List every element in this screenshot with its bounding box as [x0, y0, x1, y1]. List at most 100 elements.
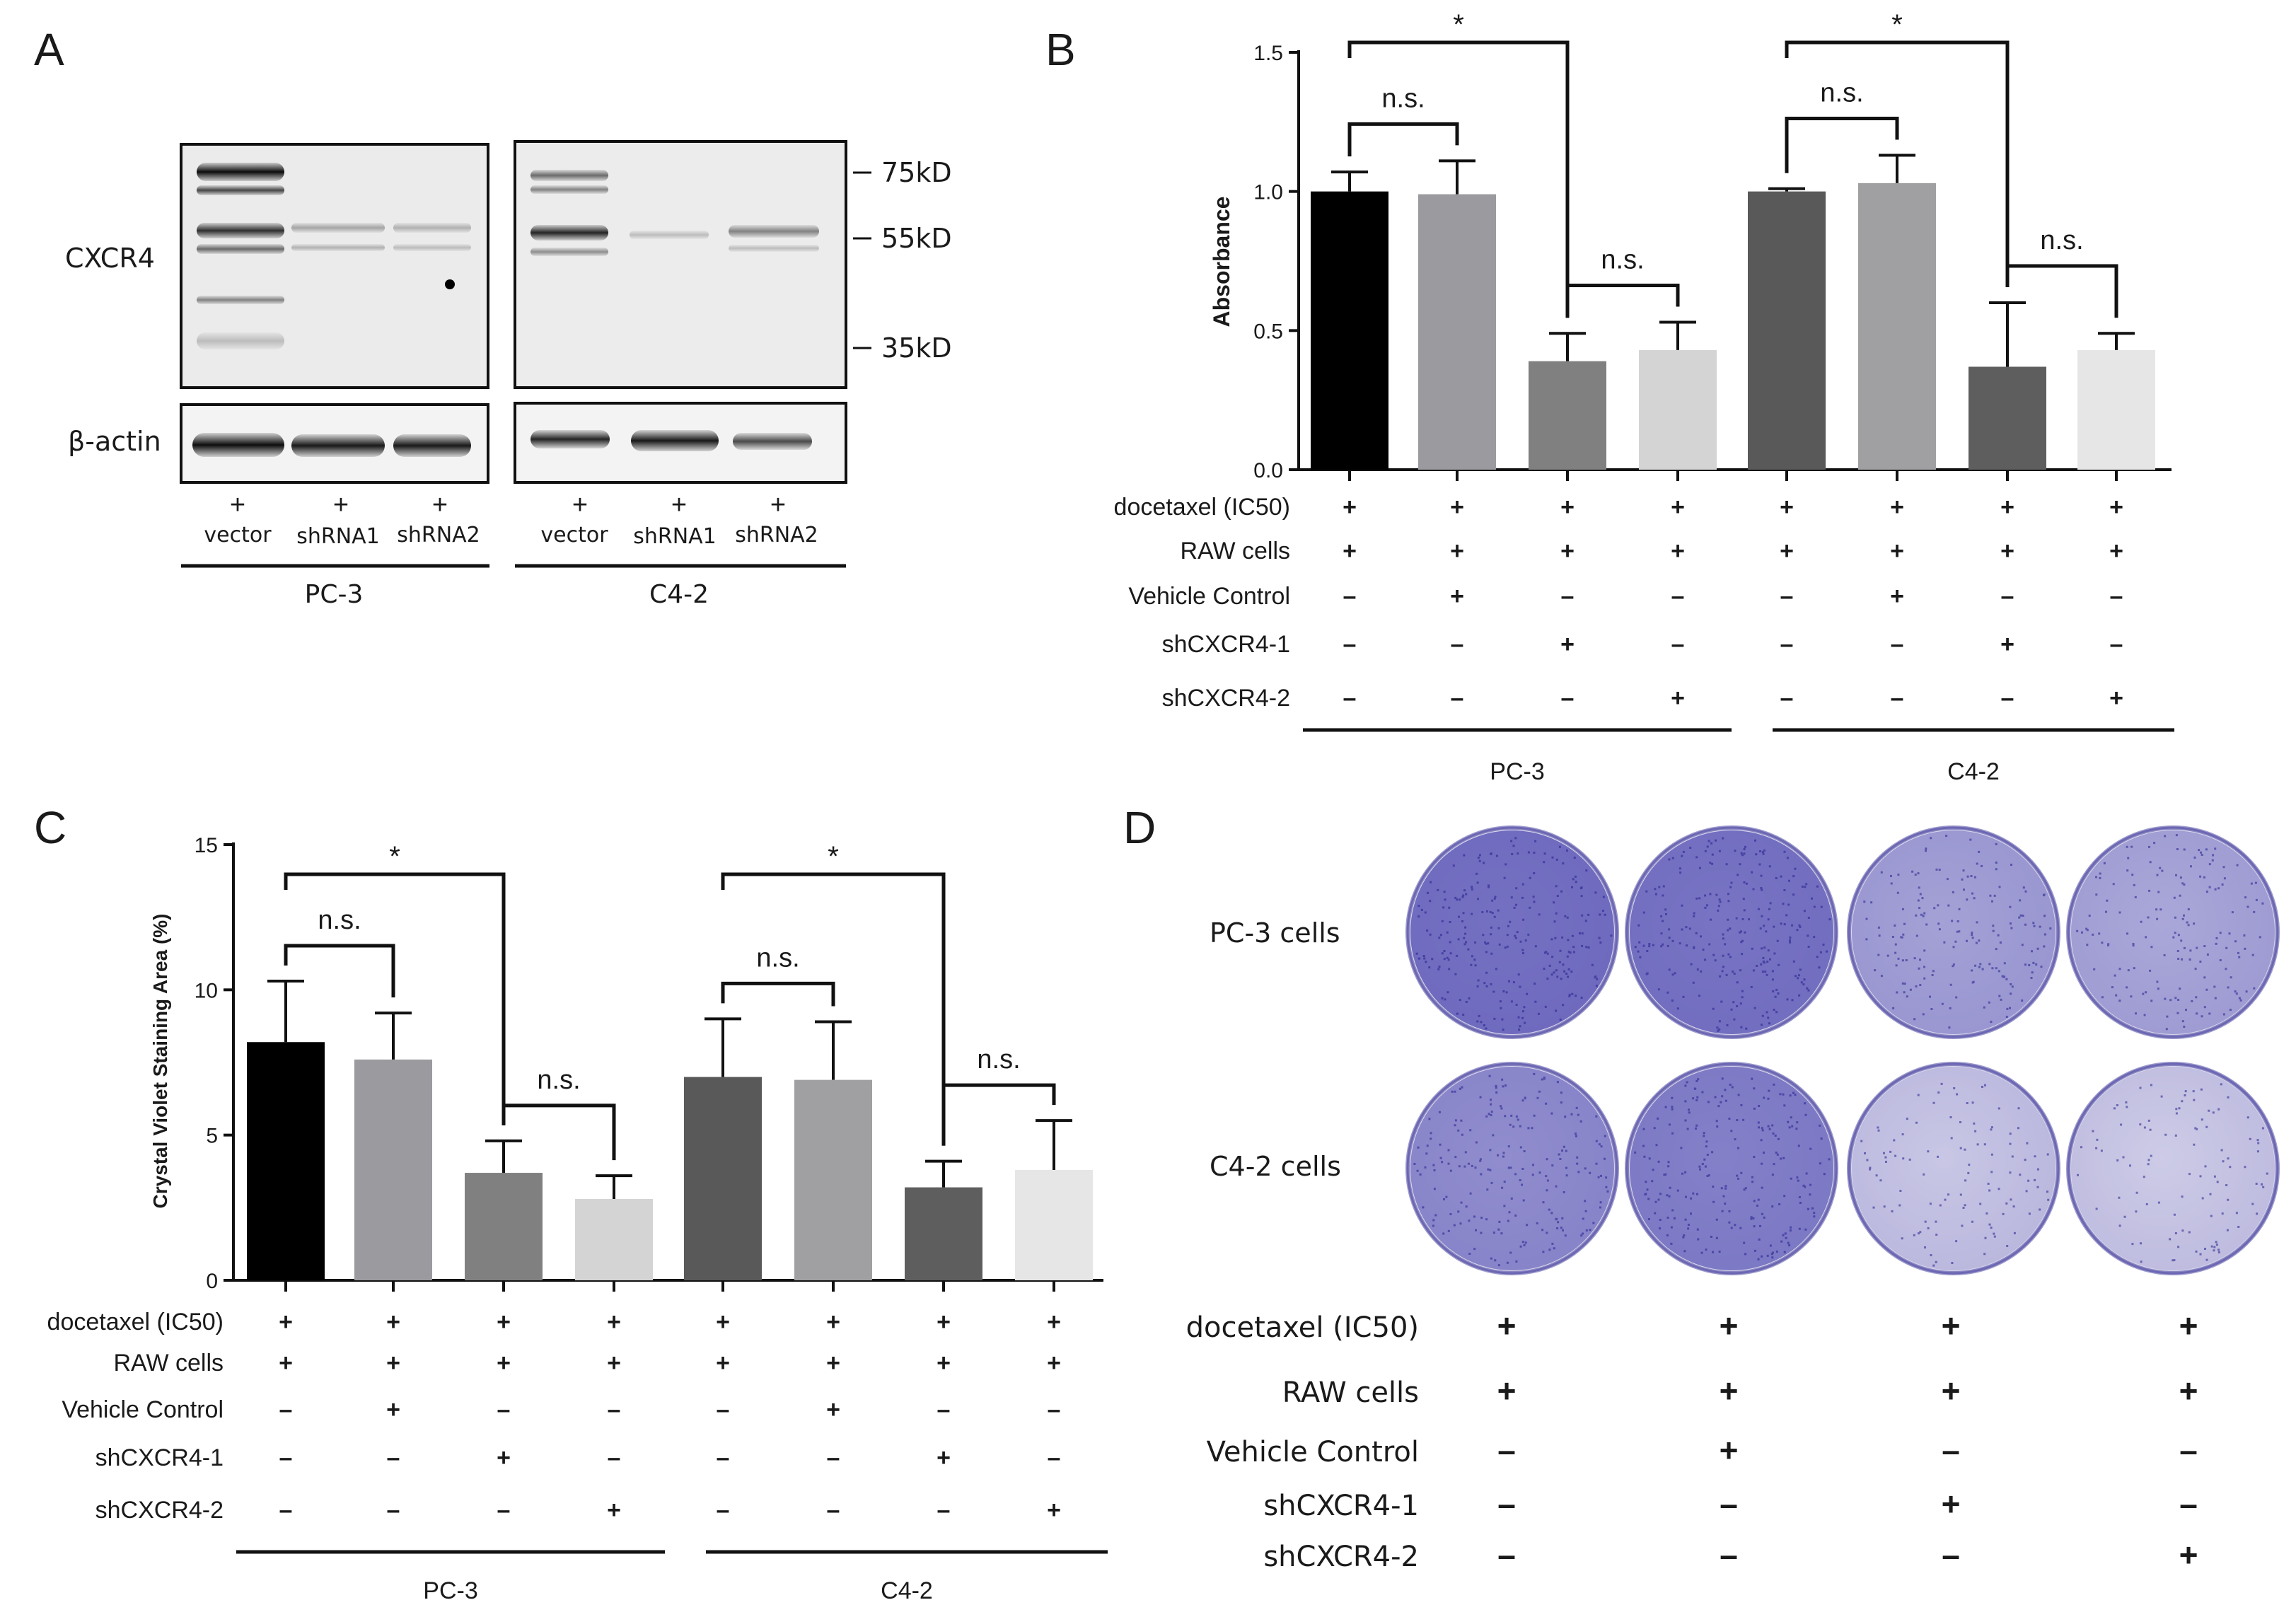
- condition-mark: –: [1942, 1536, 1960, 1573]
- condition-mark: +: [1671, 494, 1685, 521]
- condition-mark: –: [1497, 1485, 1516, 1522]
- blot-band: [729, 225, 819, 238]
- condition-mark: –: [387, 1497, 400, 1524]
- condition-mark: +: [497, 1350, 511, 1377]
- significance-bracket: [1565, 284, 1680, 318]
- significance-label: n.s.: [537, 1065, 580, 1095]
- condition-mark: –: [937, 1396, 951, 1423]
- blot-band: [530, 185, 608, 194]
- condition-mark: +: [1942, 1307, 1961, 1344]
- condition-mark: +: [1450, 494, 1464, 521]
- y-tick-label: 5: [206, 1125, 218, 1148]
- well-rim: [2066, 1062, 2280, 1275]
- bar: [1418, 194, 1496, 470]
- marker-75: 75kD: [881, 157, 952, 188]
- condition-mark: +: [1047, 1350, 1061, 1377]
- lane-label: shRNA2: [397, 523, 480, 547]
- condition-mark: +: [1560, 494, 1575, 521]
- significance-bracket: [284, 872, 506, 1125]
- condition-mark: +: [2109, 685, 2123, 712]
- bar: [794, 1079, 872, 1280]
- condition-mark: –: [497, 1396, 511, 1423]
- bar: [1969, 366, 2046, 470]
- condition-label: shCXCR4-2: [1162, 685, 1290, 712]
- significance-label: n.s.: [1381, 83, 1425, 113]
- group-label-c42: C4-2: [649, 580, 709, 609]
- row-label-pc3: PC-3 cells: [1210, 917, 1340, 949]
- condition-mark: –: [279, 1497, 293, 1524]
- condition-mark: –: [1561, 583, 1575, 610]
- significance-bracket: [941, 1083, 1056, 1146]
- condition-mark: +: [826, 1309, 840, 1335]
- blot-band: [530, 170, 608, 181]
- blot-band: [291, 223, 385, 233]
- blot-speck: [445, 279, 455, 289]
- condition-mark: +: [1720, 1307, 1739, 1344]
- condition-mark: +: [386, 1350, 400, 1377]
- bar: [354, 1059, 432, 1280]
- conditions-table-b: docetaxel (IC50) + + + + + + + + RAW cells + + + + + + +…: [1114, 494, 2174, 785]
- blot-bands: [192, 163, 819, 457]
- panel-a-western-blot: CXCR4 β-actin 75kD 55kD 35kD + + + + + +…: [65, 140, 952, 609]
- blot-cxcr4-c42: [514, 140, 847, 389]
- blot-band: [393, 223, 471, 233]
- condition-mark: +: [1343, 494, 1357, 521]
- group-label: C4-2: [881, 1577, 933, 1604]
- lane-label: shRNA1: [296, 524, 380, 549]
- condition-mark: +: [1450, 583, 1464, 610]
- condition-mark: +: [1560, 538, 1575, 564]
- panel-letter-d: D: [1123, 802, 1156, 853]
- condition-label: shCXCR4-1: [1162, 631, 1290, 658]
- condition-mark: +: [1047, 1497, 1061, 1524]
- condition-label: RAW cells: [1282, 1377, 1419, 1409]
- lane-plus: +: [572, 490, 588, 520]
- condition-mark: –: [1561, 685, 1575, 712]
- condition-label: RAW cells: [1180, 538, 1290, 564]
- condition-mark: +: [2109, 538, 2123, 564]
- significance-bracket: [284, 944, 395, 998]
- lane-label: vector: [540, 523, 608, 547]
- significance-bracket: [501, 1103, 616, 1161]
- condition-mark: +: [1780, 494, 1794, 521]
- blot-band: [192, 433, 284, 457]
- lane-plus: +: [671, 490, 687, 520]
- condition-mark: +: [716, 1350, 730, 1377]
- significance-label: *: [828, 841, 839, 872]
- panel-letter-a: A: [34, 24, 64, 75]
- condition-mark: +: [2109, 494, 2123, 521]
- condition-mark: –: [1780, 583, 1794, 610]
- condition-mark: –: [497, 1497, 511, 1524]
- condition-mark: +: [1720, 1372, 1739, 1409]
- bar: [1748, 191, 1826, 470]
- blot-band: [393, 244, 471, 251]
- actin-label: β-actin: [68, 426, 161, 457]
- condition-mark: –: [1451, 631, 1464, 658]
- condition-mark: +: [1780, 538, 1794, 564]
- well-rim: [2066, 825, 2280, 1039]
- condition-mark: +: [607, 1350, 621, 1377]
- condition-mark: +: [1343, 538, 1357, 564]
- bar: [1529, 361, 1606, 470]
- well-stain: [1410, 1067, 1614, 1270]
- condition-mark: –: [2001, 583, 2014, 610]
- blot-band: [530, 430, 610, 448]
- condition-mark: +: [497, 1309, 511, 1335]
- well-rim: [1405, 825, 1619, 1039]
- significance-label: n.s.: [2040, 226, 2083, 255]
- condition-mark: +: [2179, 1307, 2198, 1344]
- y-tick-label: 0.0: [1253, 459, 1283, 482]
- significance-bracket: [1785, 117, 1899, 173]
- blot-band: [197, 296, 284, 304]
- significance-bracket: [721, 981, 835, 1007]
- blot-band: [530, 248, 608, 256]
- condition-mark: +: [2179, 1372, 2198, 1409]
- condition-mark: +: [1890, 494, 1904, 521]
- condition-mark: +: [1560, 631, 1575, 658]
- significance-bracket: [1785, 40, 2010, 287]
- condition-mark: –: [1780, 631, 1794, 658]
- condition-mark: –: [1720, 1485, 1738, 1522]
- condition-mark: +: [1942, 1372, 1961, 1409]
- well-images: [1405, 825, 2280, 1275]
- lane-label: shRNA1: [633, 524, 717, 549]
